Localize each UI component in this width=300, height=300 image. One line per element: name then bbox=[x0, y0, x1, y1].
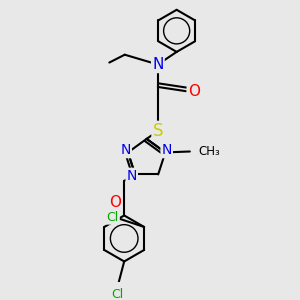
Text: Cl: Cl bbox=[106, 211, 119, 224]
Text: O: O bbox=[188, 84, 200, 99]
Text: N: N bbox=[127, 169, 137, 183]
Text: N: N bbox=[161, 143, 172, 157]
Text: N: N bbox=[152, 57, 164, 72]
Text: S: S bbox=[153, 122, 163, 140]
Text: CH₃: CH₃ bbox=[198, 145, 220, 158]
Text: O: O bbox=[109, 195, 121, 210]
Text: N: N bbox=[121, 143, 131, 157]
Text: Cl: Cl bbox=[111, 288, 123, 300]
